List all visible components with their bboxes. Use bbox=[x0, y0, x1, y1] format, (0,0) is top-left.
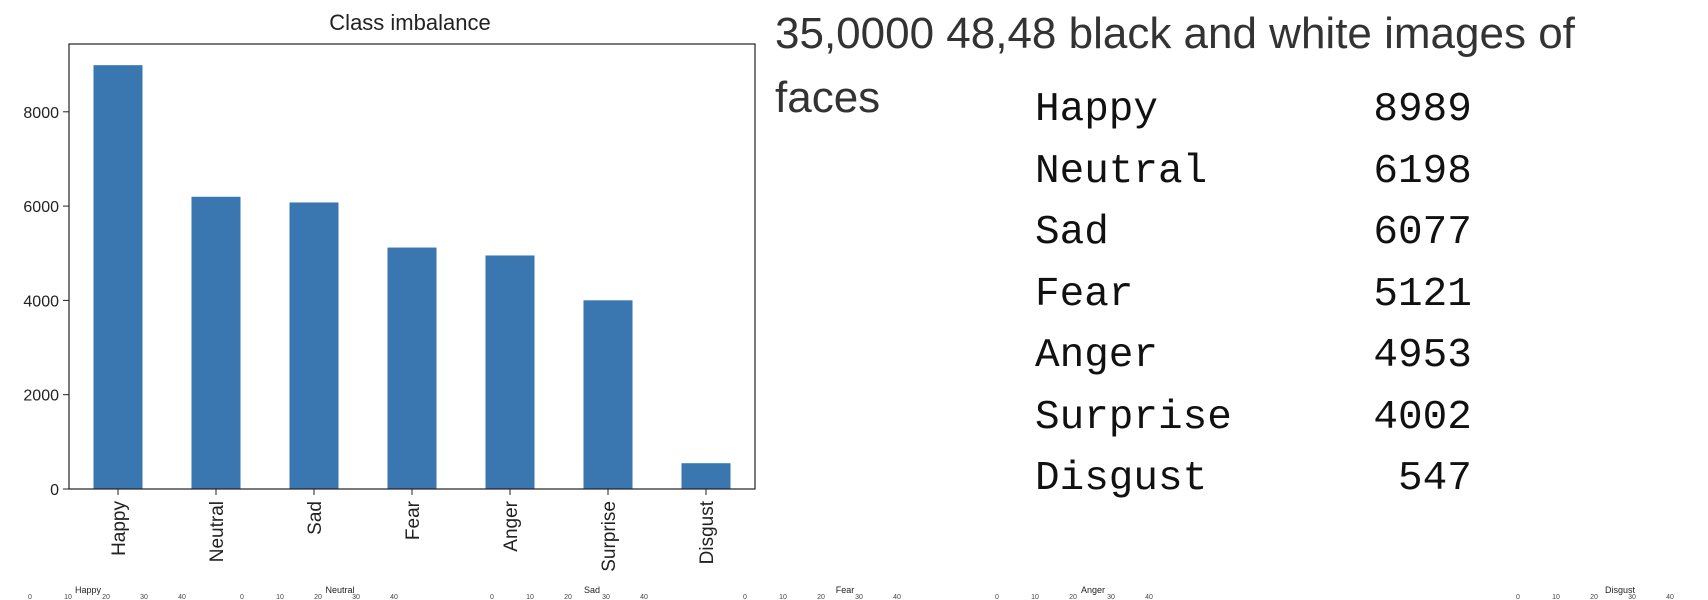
thumbnail-tick-label: 40 bbox=[178, 594, 186, 600]
count-row-happy: Happy 8989 bbox=[1035, 80, 1472, 142]
thumbnail-tick-label: 10 bbox=[1552, 594, 1560, 600]
description-line-1: 35,0000 48,48 black and white images of bbox=[775, 9, 1575, 58]
x-tick-label: Fear bbox=[403, 500, 424, 540]
x-tick-label: Anger bbox=[501, 500, 522, 551]
thumbnail-tick-label: 40 bbox=[390, 594, 398, 600]
class-counts-table: Happy 8989 Neutral 6198 Sad 6077 Fear 5121 Anger… bbox=[1035, 80, 1472, 511]
x-tick-label: Sad bbox=[305, 501, 326, 535]
thumbnail-label-strip: Happy Neutral Sad Fear Anger Disgust 0 10 20 30 40… bbox=[28, 585, 1674, 600]
count-value: 4953 bbox=[1373, 333, 1472, 379]
thumbnail-tick-label: 0 bbox=[743, 594, 747, 600]
count-row-fear: Fear 5121 bbox=[1035, 265, 1472, 327]
y-tick-label: 2000 bbox=[23, 388, 59, 405]
x-tick-label: Neutral bbox=[207, 501, 228, 562]
thumbnail-tick-label: 0 bbox=[28, 594, 32, 600]
thumbnail-tick-label: 30 bbox=[602, 594, 610, 600]
class-imbalance-chart: Class imbalance 0 2000 4000 6000 8000 Happy N… bbox=[23, 10, 756, 572]
y-tick-label: 6000 bbox=[23, 199, 59, 216]
y-tick-label: 4000 bbox=[23, 293, 59, 310]
count-value: 547 bbox=[1398, 456, 1472, 502]
thumbnail-title: Neutral bbox=[325, 585, 354, 595]
count-label: Disgust bbox=[1035, 456, 1208, 502]
thumbnail-title: Anger bbox=[1081, 585, 1105, 595]
bar-fear bbox=[387, 247, 437, 489]
thumbnail-tick-label: 0 bbox=[240, 594, 244, 600]
thumbnail-tick-label: 10 bbox=[779, 594, 787, 600]
thumbnail-tick-label: 20 bbox=[564, 594, 572, 600]
y-tick-label: 8000 bbox=[23, 105, 59, 122]
thumbnail-tick-label: 20 bbox=[1069, 594, 1077, 600]
count-value: 5121 bbox=[1373, 271, 1472, 318]
count-row-sad: Sad 6077 bbox=[1035, 203, 1472, 265]
thumbnail-title: Disgust bbox=[1605, 585, 1636, 595]
thumbnail-title: Happy bbox=[75, 585, 102, 595]
thumbnail-tick-label: 10 bbox=[276, 594, 284, 600]
y-tick-label: 0 bbox=[50, 482, 59, 499]
thumbnail-tick-label: 0 bbox=[490, 594, 494, 600]
count-label: Happy bbox=[1035, 87, 1159, 133]
thumbnail-tick-label: 10 bbox=[526, 594, 534, 600]
thumbnail-tick-label: 20 bbox=[102, 594, 110, 600]
count-label: Anger bbox=[1035, 333, 1159, 379]
thumbnail-tick-label: 0 bbox=[995, 594, 999, 600]
thumbnail-title: Fear bbox=[836, 585, 855, 595]
chart-title: Class imbalance bbox=[329, 10, 490, 35]
thumbnail-tick-label: 20 bbox=[314, 594, 322, 600]
thumbnail-tick-label: 40 bbox=[1145, 594, 1153, 600]
count-label: Sad bbox=[1035, 210, 1109, 256]
bar-neutral bbox=[191, 196, 241, 489]
thumbnail-tick-label: 30 bbox=[1628, 594, 1636, 600]
count-row-neutral: Neutral 6198 bbox=[1035, 142, 1472, 204]
x-tick-label: Disgust bbox=[697, 500, 718, 564]
x-tick-label: Surprise bbox=[599, 501, 620, 572]
bar-anger bbox=[485, 255, 535, 489]
thumbnail-tick-label: 20 bbox=[817, 594, 825, 600]
plot-frame bbox=[68, 43, 756, 490]
thumbnail-title: Sad bbox=[584, 585, 600, 595]
description-line-2: faces bbox=[775, 73, 881, 122]
thumbnail-tick-label: 40 bbox=[893, 594, 901, 600]
dataset-description: 35,0000 48,48 black and white images of … bbox=[775, 2, 1675, 130]
bar-happy bbox=[93, 65, 143, 489]
x-tick-label: Happy bbox=[109, 501, 130, 556]
thumbnail-tick-label: 30 bbox=[352, 594, 360, 600]
count-label: Surprise bbox=[1035, 394, 1232, 441]
thumbnail-tick-label: 10 bbox=[64, 594, 72, 600]
bar-disgust bbox=[681, 463, 731, 489]
thumbnail-tick-label: 20 bbox=[1590, 594, 1598, 600]
count-row-surprise: Surprise 4002 bbox=[1035, 388, 1472, 450]
count-value: 4002 bbox=[1373, 394, 1472, 441]
count-label: Fear bbox=[1035, 271, 1134, 318]
thumbnail-tick-label: 10 bbox=[1031, 594, 1039, 600]
count-row-anger: Anger 4953 bbox=[1035, 326, 1472, 388]
count-value: 8989 bbox=[1373, 87, 1472, 133]
thumbnail-tick-label: 0 bbox=[1516, 594, 1520, 600]
bar-surprise bbox=[583, 300, 633, 489]
thumbnail-tick-label: 40 bbox=[1666, 594, 1674, 600]
thumbnail-tick-label: 40 bbox=[640, 594, 648, 600]
count-value: 6077 bbox=[1373, 210, 1472, 256]
thumbnail-tick-label: 30 bbox=[855, 594, 863, 600]
count-label: Neutral bbox=[1035, 148, 1208, 195]
count-value: 6198 bbox=[1373, 148, 1472, 195]
thumbnail-tick-label: 30 bbox=[1107, 594, 1115, 600]
bar-sad bbox=[289, 202, 339, 489]
thumbnail-tick-label: 30 bbox=[140, 594, 148, 600]
count-row-disgust: Disgust 547 bbox=[1035, 449, 1472, 511]
